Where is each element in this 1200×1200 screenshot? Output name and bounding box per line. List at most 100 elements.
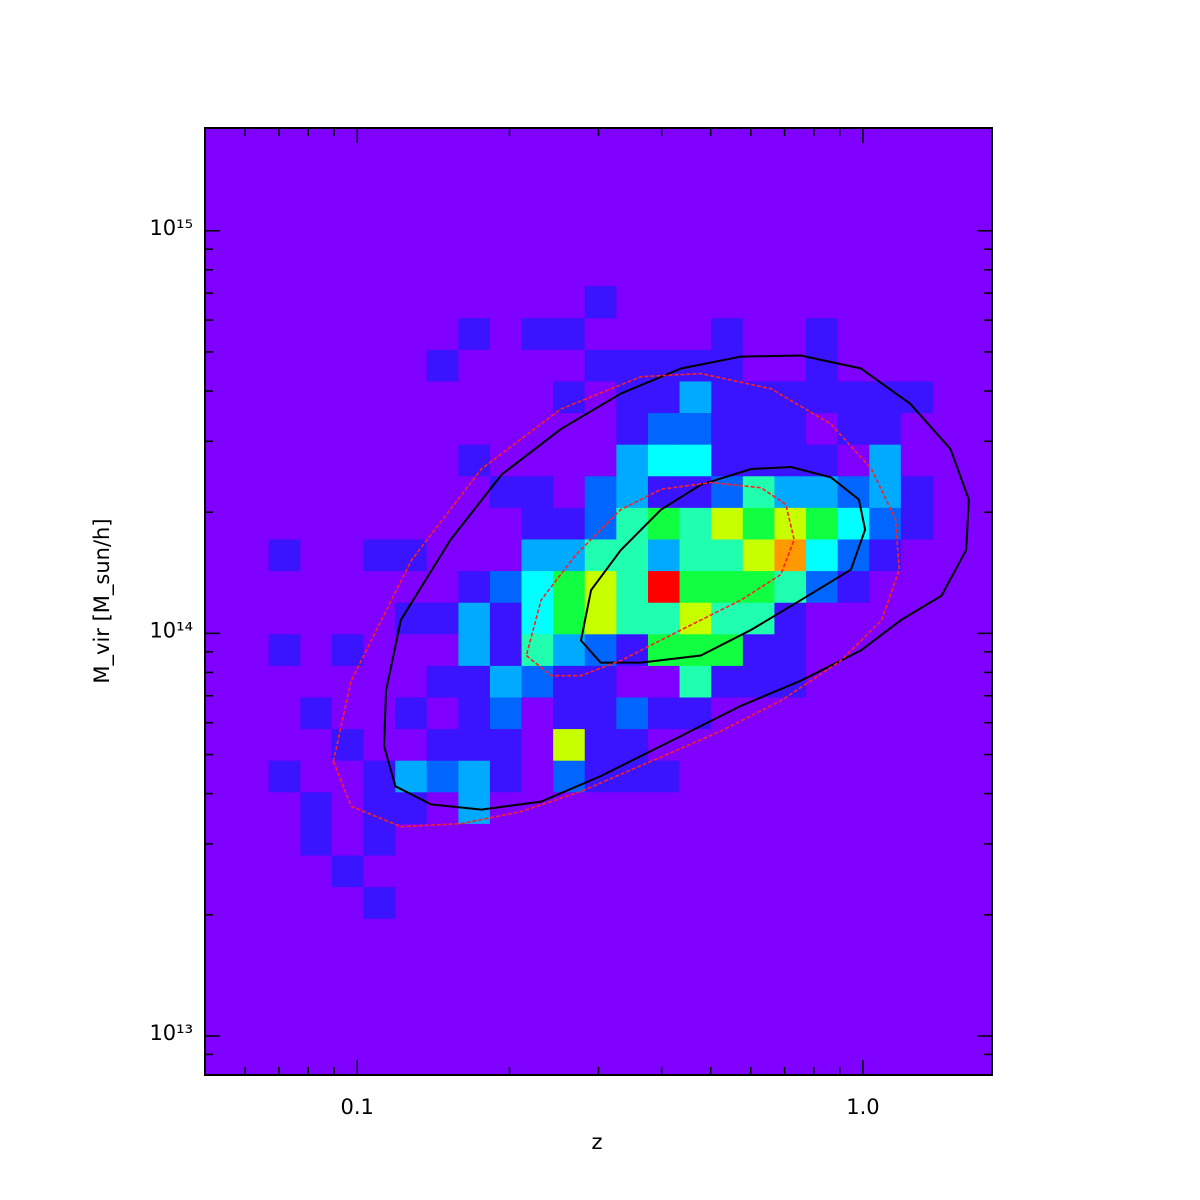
heatmap-cell (711, 886, 744, 919)
heatmap-cell (268, 823, 301, 856)
heatmap-cell (489, 760, 523, 793)
heatmap-cell (711, 475, 744, 508)
heatmap-cell (426, 570, 459, 603)
heatmap-cell (900, 823, 933, 856)
heatmap-cell (679, 823, 712, 856)
heatmap-cell (900, 349, 933, 382)
heatmap-cell (647, 886, 681, 919)
heatmap-cell (395, 286, 428, 319)
heatmap-cell (584, 791, 617, 824)
heatmap-cell (300, 286, 333, 319)
heatmap-cell (742, 412, 775, 445)
heatmap-cell (584, 696, 617, 730)
heatmap-cell (900, 570, 933, 603)
heatmap-cell (458, 886, 491, 919)
heatmap-cell (774, 507, 807, 540)
heatmap-cell (489, 665, 523, 698)
heatmap-cell (679, 633, 712, 666)
heatmap-cell (553, 570, 586, 603)
heatmap-cell (553, 507, 586, 540)
heatmap-cell (489, 412, 523, 445)
heatmap-cell (774, 349, 807, 382)
heatmap-cell (806, 886, 839, 919)
heatmap-cell (553, 349, 586, 382)
heatmap-cell (331, 886, 365, 919)
heatmap-cell (869, 286, 902, 319)
heatmap-cell (268, 507, 301, 540)
heatmap-cell (616, 412, 649, 445)
heatmap-cell (869, 444, 902, 477)
heatmap-cell (869, 791, 902, 824)
heatmap-cell (806, 538, 839, 572)
heatmap-cell (647, 507, 681, 540)
heatmap-cell (331, 412, 365, 445)
heatmap-cell (426, 791, 459, 824)
heatmap-cell (553, 317, 586, 350)
heatmap-cell (806, 633, 839, 666)
heatmap-cell (584, 317, 617, 350)
heatmap-cell (806, 823, 839, 856)
heatmap-cell (647, 475, 681, 508)
heatmap-cell (426, 349, 459, 382)
heatmap-cell (363, 602, 396, 635)
heatmap-cell (647, 665, 681, 698)
heatmap-cell (806, 349, 839, 382)
heatmap-cell (489, 602, 523, 635)
heatmap-cell (331, 855, 365, 888)
heatmap-cell (647, 791, 681, 824)
heatmap-cell (774, 855, 807, 888)
heatmap-cell (363, 317, 396, 350)
heatmap-cell (742, 791, 775, 824)
heatmap-cell (395, 665, 428, 698)
heatmap-cell (521, 602, 554, 635)
heatmap-cell (521, 349, 554, 382)
heatmap-cell (900, 444, 933, 477)
heatmap-cell (774, 823, 807, 856)
heatmap-cell (584, 286, 617, 319)
heatmap-cell (300, 412, 333, 445)
heatmap-cell (806, 507, 839, 540)
axes: 0.1 1.0 10¹³ 10¹⁴ 10¹⁵ (149, 127, 993, 1119)
heatmap-cell (742, 823, 775, 856)
heatmap-cell (711, 412, 744, 445)
heatmap-cell (742, 507, 775, 540)
heatmap-cell (521, 728, 554, 761)
heatmap-cell (489, 380, 523, 414)
heatmap-cell (837, 728, 870, 761)
heatmap-cell (616, 886, 649, 919)
heatmap-cell (837, 380, 870, 414)
heatmap-cell (837, 696, 870, 730)
heatmap-cell (489, 855, 523, 888)
heatmap-cell (711, 286, 744, 319)
heatmap-cell (521, 507, 554, 540)
heatmap-cell (268, 538, 301, 572)
heatmap-cell (616, 286, 649, 319)
heatmap-cell (837, 665, 870, 698)
heatmap-cell (331, 728, 365, 761)
heatmap-cell (363, 728, 396, 761)
heatmap-cell (489, 538, 523, 572)
heatmap-cell (553, 286, 586, 319)
heatmap-cell (300, 570, 333, 603)
heatmap-cell (711, 317, 744, 350)
heatmap-cell (363, 633, 396, 666)
heatmap-cell (300, 444, 333, 477)
heatmap-cell (869, 696, 902, 730)
heatmap-cell (268, 475, 301, 508)
heatmap-cell (616, 728, 649, 761)
heatmap-cell (331, 475, 365, 508)
heatmap-cell (742, 728, 775, 761)
heatmap-cell (616, 507, 649, 540)
heatmap-cell (900, 696, 933, 730)
heatmap-cell (395, 380, 428, 414)
heatmap-cell (268, 412, 301, 445)
heatmap-cell (616, 602, 649, 635)
heatmap-cell (679, 507, 712, 540)
heatmap-cell (679, 286, 712, 319)
heatmap-cell (584, 855, 617, 888)
heatmap-cell (806, 602, 839, 635)
heatmap-cell (774, 444, 807, 477)
heatmap-cell (331, 507, 365, 540)
